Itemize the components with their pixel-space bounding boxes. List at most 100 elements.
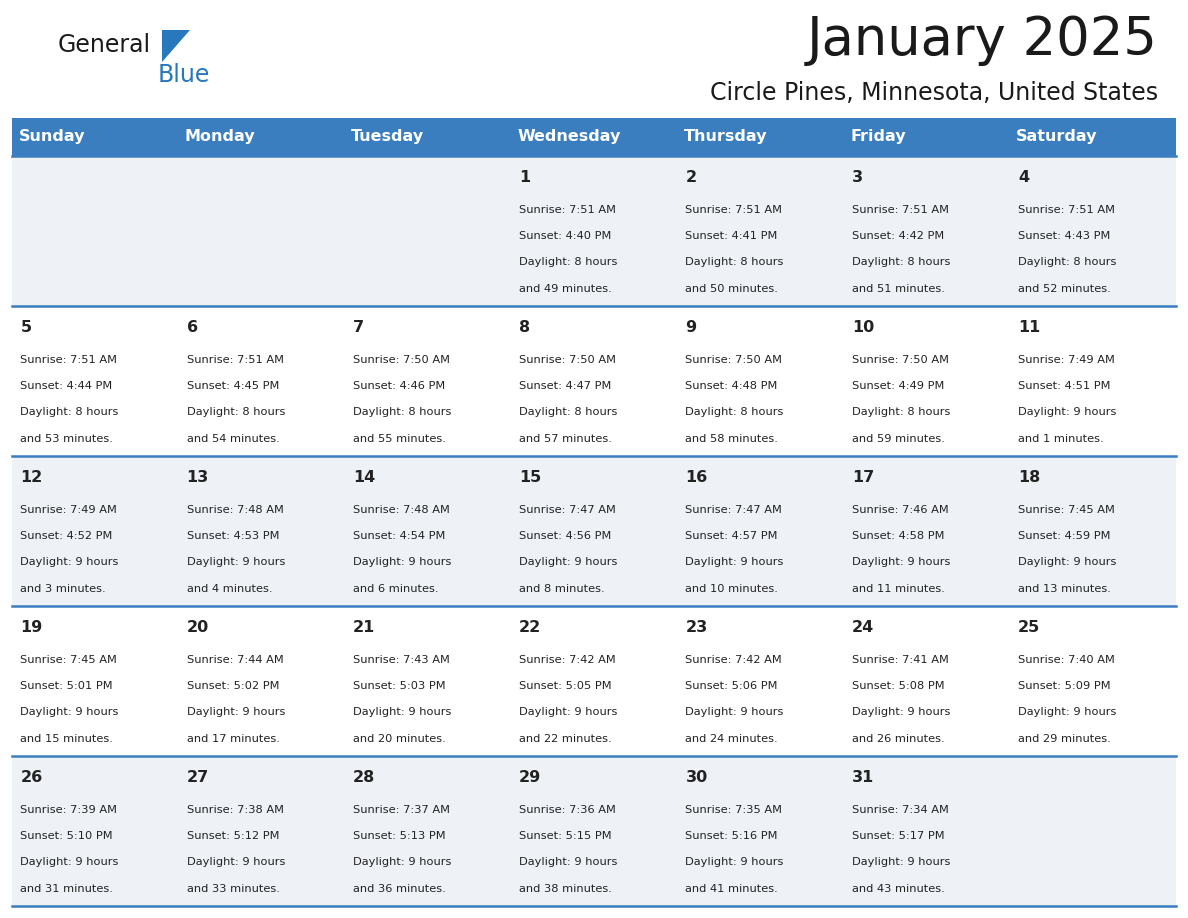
Text: Daylight: 9 hours: Daylight: 9 hours <box>519 857 618 868</box>
Text: Daylight: 9 hours: Daylight: 9 hours <box>685 557 784 567</box>
Text: Sunrise: 7:45 AM: Sunrise: 7:45 AM <box>1018 505 1114 515</box>
Bar <box>1010 156 1176 306</box>
Text: and 11 minutes.: and 11 minutes. <box>852 584 944 594</box>
Bar <box>843 118 1010 156</box>
Text: Sunrise: 7:39 AM: Sunrise: 7:39 AM <box>20 805 118 815</box>
Text: and 8 minutes.: and 8 minutes. <box>519 584 605 594</box>
Text: and 24 minutes.: and 24 minutes. <box>685 733 778 744</box>
Text: Daylight: 8 hours: Daylight: 8 hours <box>852 408 950 418</box>
Text: Sunrise: 7:50 AM: Sunrise: 7:50 AM <box>519 354 617 364</box>
Bar <box>178 606 345 756</box>
Text: Sunset: 4:53 PM: Sunset: 4:53 PM <box>187 531 279 541</box>
Text: 5: 5 <box>20 319 31 334</box>
Text: 7: 7 <box>353 319 364 334</box>
Text: 16: 16 <box>685 469 708 485</box>
Text: and 33 minutes.: and 33 minutes. <box>187 883 279 893</box>
Text: 20: 20 <box>187 620 209 634</box>
Text: Sunset: 4:45 PM: Sunset: 4:45 PM <box>187 381 279 391</box>
Text: 29: 29 <box>519 769 542 785</box>
Text: Daylight: 9 hours: Daylight: 9 hours <box>353 707 451 717</box>
Text: and 13 minutes.: and 13 minutes. <box>1018 584 1111 594</box>
Text: Sunset: 5:02 PM: Sunset: 5:02 PM <box>187 681 279 691</box>
Text: and 49 minutes.: and 49 minutes. <box>519 284 612 294</box>
Text: Monday: Monday <box>185 129 255 144</box>
Text: Sunset: 4:42 PM: Sunset: 4:42 PM <box>852 231 944 241</box>
Text: 30: 30 <box>685 769 708 785</box>
Text: and 59 minutes.: and 59 minutes. <box>852 433 944 443</box>
Text: Sunset: 4:46 PM: Sunset: 4:46 PM <box>353 381 446 391</box>
Text: 11: 11 <box>1018 319 1041 334</box>
Text: Sunrise: 7:40 AM: Sunrise: 7:40 AM <box>1018 655 1114 665</box>
Text: Sunset: 4:43 PM: Sunset: 4:43 PM <box>1018 231 1111 241</box>
Text: and 50 minutes.: and 50 minutes. <box>685 284 778 294</box>
Text: Sunset: 4:44 PM: Sunset: 4:44 PM <box>20 381 113 391</box>
Bar <box>511 118 677 156</box>
Bar <box>345 306 511 456</box>
Bar <box>677 606 843 756</box>
Text: Sunrise: 7:50 AM: Sunrise: 7:50 AM <box>353 354 450 364</box>
Text: Sunset: 5:08 PM: Sunset: 5:08 PM <box>852 681 944 691</box>
Text: 31: 31 <box>852 769 874 785</box>
Text: Sunrise: 7:44 AM: Sunrise: 7:44 AM <box>187 655 284 665</box>
Text: Daylight: 9 hours: Daylight: 9 hours <box>1018 707 1117 717</box>
Bar <box>12 606 178 756</box>
Text: Sunrise: 7:45 AM: Sunrise: 7:45 AM <box>20 655 118 665</box>
Text: Friday: Friday <box>851 129 905 144</box>
Polygon shape <box>162 30 190 62</box>
Text: 21: 21 <box>353 620 375 634</box>
Text: Daylight: 9 hours: Daylight: 9 hours <box>519 557 618 567</box>
Bar <box>12 456 178 606</box>
Text: Blue: Blue <box>158 63 210 87</box>
Text: Sunrise: 7:35 AM: Sunrise: 7:35 AM <box>685 805 783 815</box>
Text: Sunset: 5:09 PM: Sunset: 5:09 PM <box>1018 681 1111 691</box>
Text: 12: 12 <box>20 469 43 485</box>
Text: Daylight: 8 hours: Daylight: 8 hours <box>20 408 119 418</box>
Bar <box>1010 456 1176 606</box>
Text: 13: 13 <box>187 469 209 485</box>
Text: Sunrise: 7:41 AM: Sunrise: 7:41 AM <box>852 655 948 665</box>
Text: Sunrise: 7:43 AM: Sunrise: 7:43 AM <box>353 655 450 665</box>
Text: Sunset: 4:54 PM: Sunset: 4:54 PM <box>353 531 446 541</box>
Text: and 20 minutes.: and 20 minutes. <box>353 733 446 744</box>
Bar <box>843 756 1010 906</box>
Text: and 41 minutes.: and 41 minutes. <box>685 883 778 893</box>
Text: Sunrise: 7:42 AM: Sunrise: 7:42 AM <box>685 655 782 665</box>
Text: and 29 minutes.: and 29 minutes. <box>1018 733 1111 744</box>
Bar <box>345 756 511 906</box>
Text: Sunrise: 7:37 AM: Sunrise: 7:37 AM <box>353 805 450 815</box>
Text: Sunset: 5:15 PM: Sunset: 5:15 PM <box>519 831 612 841</box>
Text: 15: 15 <box>519 469 542 485</box>
Text: and 10 minutes.: and 10 minutes. <box>685 584 778 594</box>
Text: Daylight: 9 hours: Daylight: 9 hours <box>353 557 451 567</box>
Text: Daylight: 9 hours: Daylight: 9 hours <box>1018 557 1117 567</box>
Text: Daylight: 9 hours: Daylight: 9 hours <box>353 857 451 868</box>
Text: 24: 24 <box>852 620 874 634</box>
Bar <box>1010 306 1176 456</box>
Bar <box>345 156 511 306</box>
Text: and 36 minutes.: and 36 minutes. <box>353 883 446 893</box>
Text: Wednesday: Wednesday <box>518 129 621 144</box>
Text: Sunset: 4:58 PM: Sunset: 4:58 PM <box>852 531 944 541</box>
Text: 9: 9 <box>685 319 696 334</box>
Text: Daylight: 9 hours: Daylight: 9 hours <box>519 707 618 717</box>
Text: Sunrise: 7:34 AM: Sunrise: 7:34 AM <box>852 805 948 815</box>
Text: Sunset: 4:56 PM: Sunset: 4:56 PM <box>519 531 612 541</box>
Text: Sunrise: 7:36 AM: Sunrise: 7:36 AM <box>519 805 617 815</box>
Bar <box>677 118 843 156</box>
Text: Saturday: Saturday <box>1017 129 1098 144</box>
Text: Thursday: Thursday <box>684 129 767 144</box>
Text: and 1 minutes.: and 1 minutes. <box>1018 433 1104 443</box>
Text: Sunrise: 7:50 AM: Sunrise: 7:50 AM <box>685 354 783 364</box>
Text: 3: 3 <box>852 170 862 185</box>
Text: Sunrise: 7:51 AM: Sunrise: 7:51 AM <box>852 205 949 215</box>
Bar <box>345 606 511 756</box>
Bar <box>677 156 843 306</box>
Bar <box>511 606 677 756</box>
Text: Daylight: 8 hours: Daylight: 8 hours <box>519 408 618 418</box>
Text: Sunset: 5:10 PM: Sunset: 5:10 PM <box>20 831 113 841</box>
Text: General: General <box>58 33 151 57</box>
Text: Sunset: 5:06 PM: Sunset: 5:06 PM <box>685 681 778 691</box>
Text: Daylight: 9 hours: Daylight: 9 hours <box>852 857 950 868</box>
Text: Daylight: 8 hours: Daylight: 8 hours <box>187 408 285 418</box>
Bar <box>511 306 677 456</box>
